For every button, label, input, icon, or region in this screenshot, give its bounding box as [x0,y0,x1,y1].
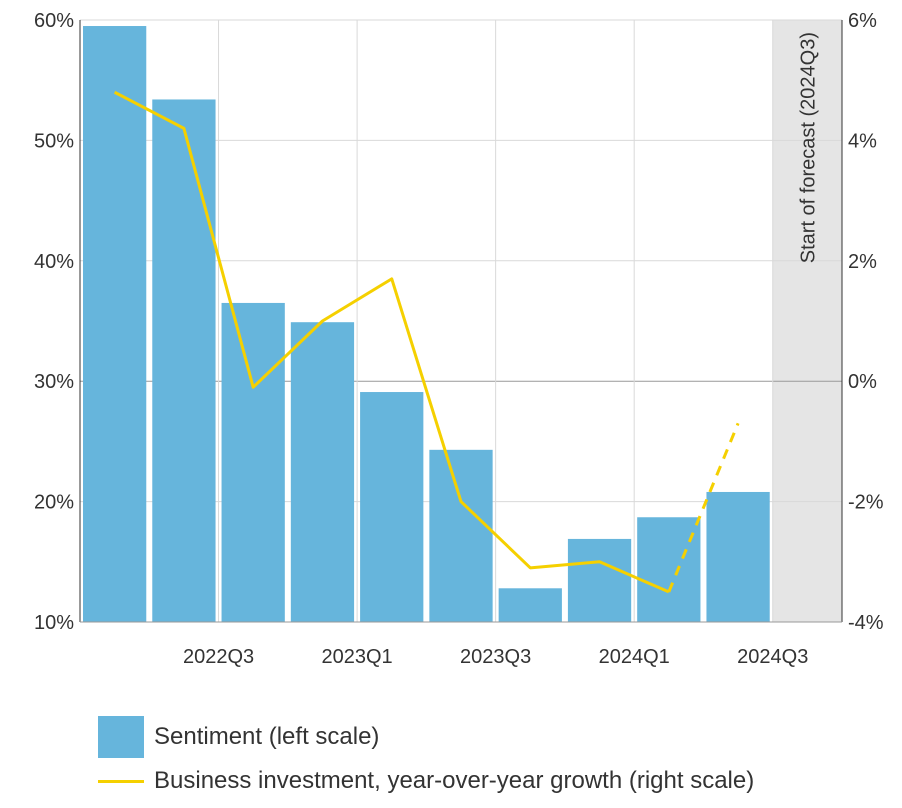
y-left-tick-label: 50% [34,130,74,152]
legend-label-investment: Business investment, year-over-year grow… [154,767,755,794]
x-tick-label: 2023Q1 [322,646,393,668]
bar [567,538,632,622]
y-right-tick-label: -2% [848,492,884,514]
bar [360,392,424,622]
bar [706,491,770,622]
y-right-tick-label: 6% [848,10,877,32]
bar [429,449,493,622]
y-left-tick-label: 60% [34,10,74,32]
bar [498,588,562,622]
y-left-tick-label: 10% [34,612,74,634]
x-tick-label: 2023Q3 [460,646,531,668]
bar [290,322,355,622]
legend-item-sentiment: Sentiment (left scale) [98,715,754,759]
bar [637,517,701,622]
legend-swatch-bar [98,716,144,758]
forecast-label: Start of forecast (2024Q3) [797,32,819,263]
bar [152,99,216,623]
y-right-tick-label: 0% [848,371,877,393]
combo-chart: Start of forecast (2024Q3) 10% 20% 30% 40% 50… [34,10,884,668]
y-left-tick-label: 40% [34,251,74,273]
bar [221,302,285,622]
legend-label-sentiment: Sentiment (left scale) [154,723,380,750]
y-left-tick-label: 20% [34,492,74,514]
investment-line-forecast [667,422,740,593]
legend-swatch-line [98,779,144,783]
bar [83,26,147,622]
legend-item-investment: Business investment, year-over-year grow… [98,759,754,803]
x-tick-label: 2024Q1 [599,646,670,668]
forecast-region [772,20,842,622]
x-tick-label: 2022Q3 [183,646,254,668]
legend: Sentiment (left scale) Business investme… [98,715,754,803]
y-left-tick-label: 30% [34,371,74,393]
x-tick-label: 2024Q3 [737,646,808,668]
investment-line [113,90,670,594]
y-right-tick-label: -4% [848,612,884,634]
y-right-tick-label: 4% [848,130,877,152]
y-right-tick-label: 2% [848,251,877,273]
